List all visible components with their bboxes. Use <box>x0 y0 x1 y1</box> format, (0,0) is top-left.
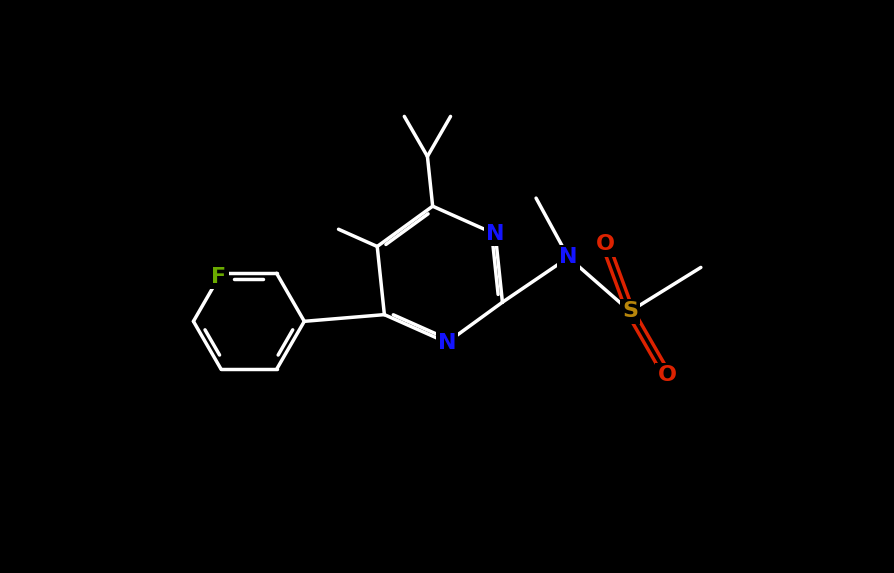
Text: N: N <box>437 332 456 352</box>
Text: O: O <box>657 365 676 385</box>
Text: N: N <box>559 248 577 268</box>
Text: N: N <box>485 224 504 244</box>
Text: F: F <box>211 267 226 287</box>
Text: O: O <box>595 234 614 254</box>
Text: S: S <box>621 301 637 321</box>
